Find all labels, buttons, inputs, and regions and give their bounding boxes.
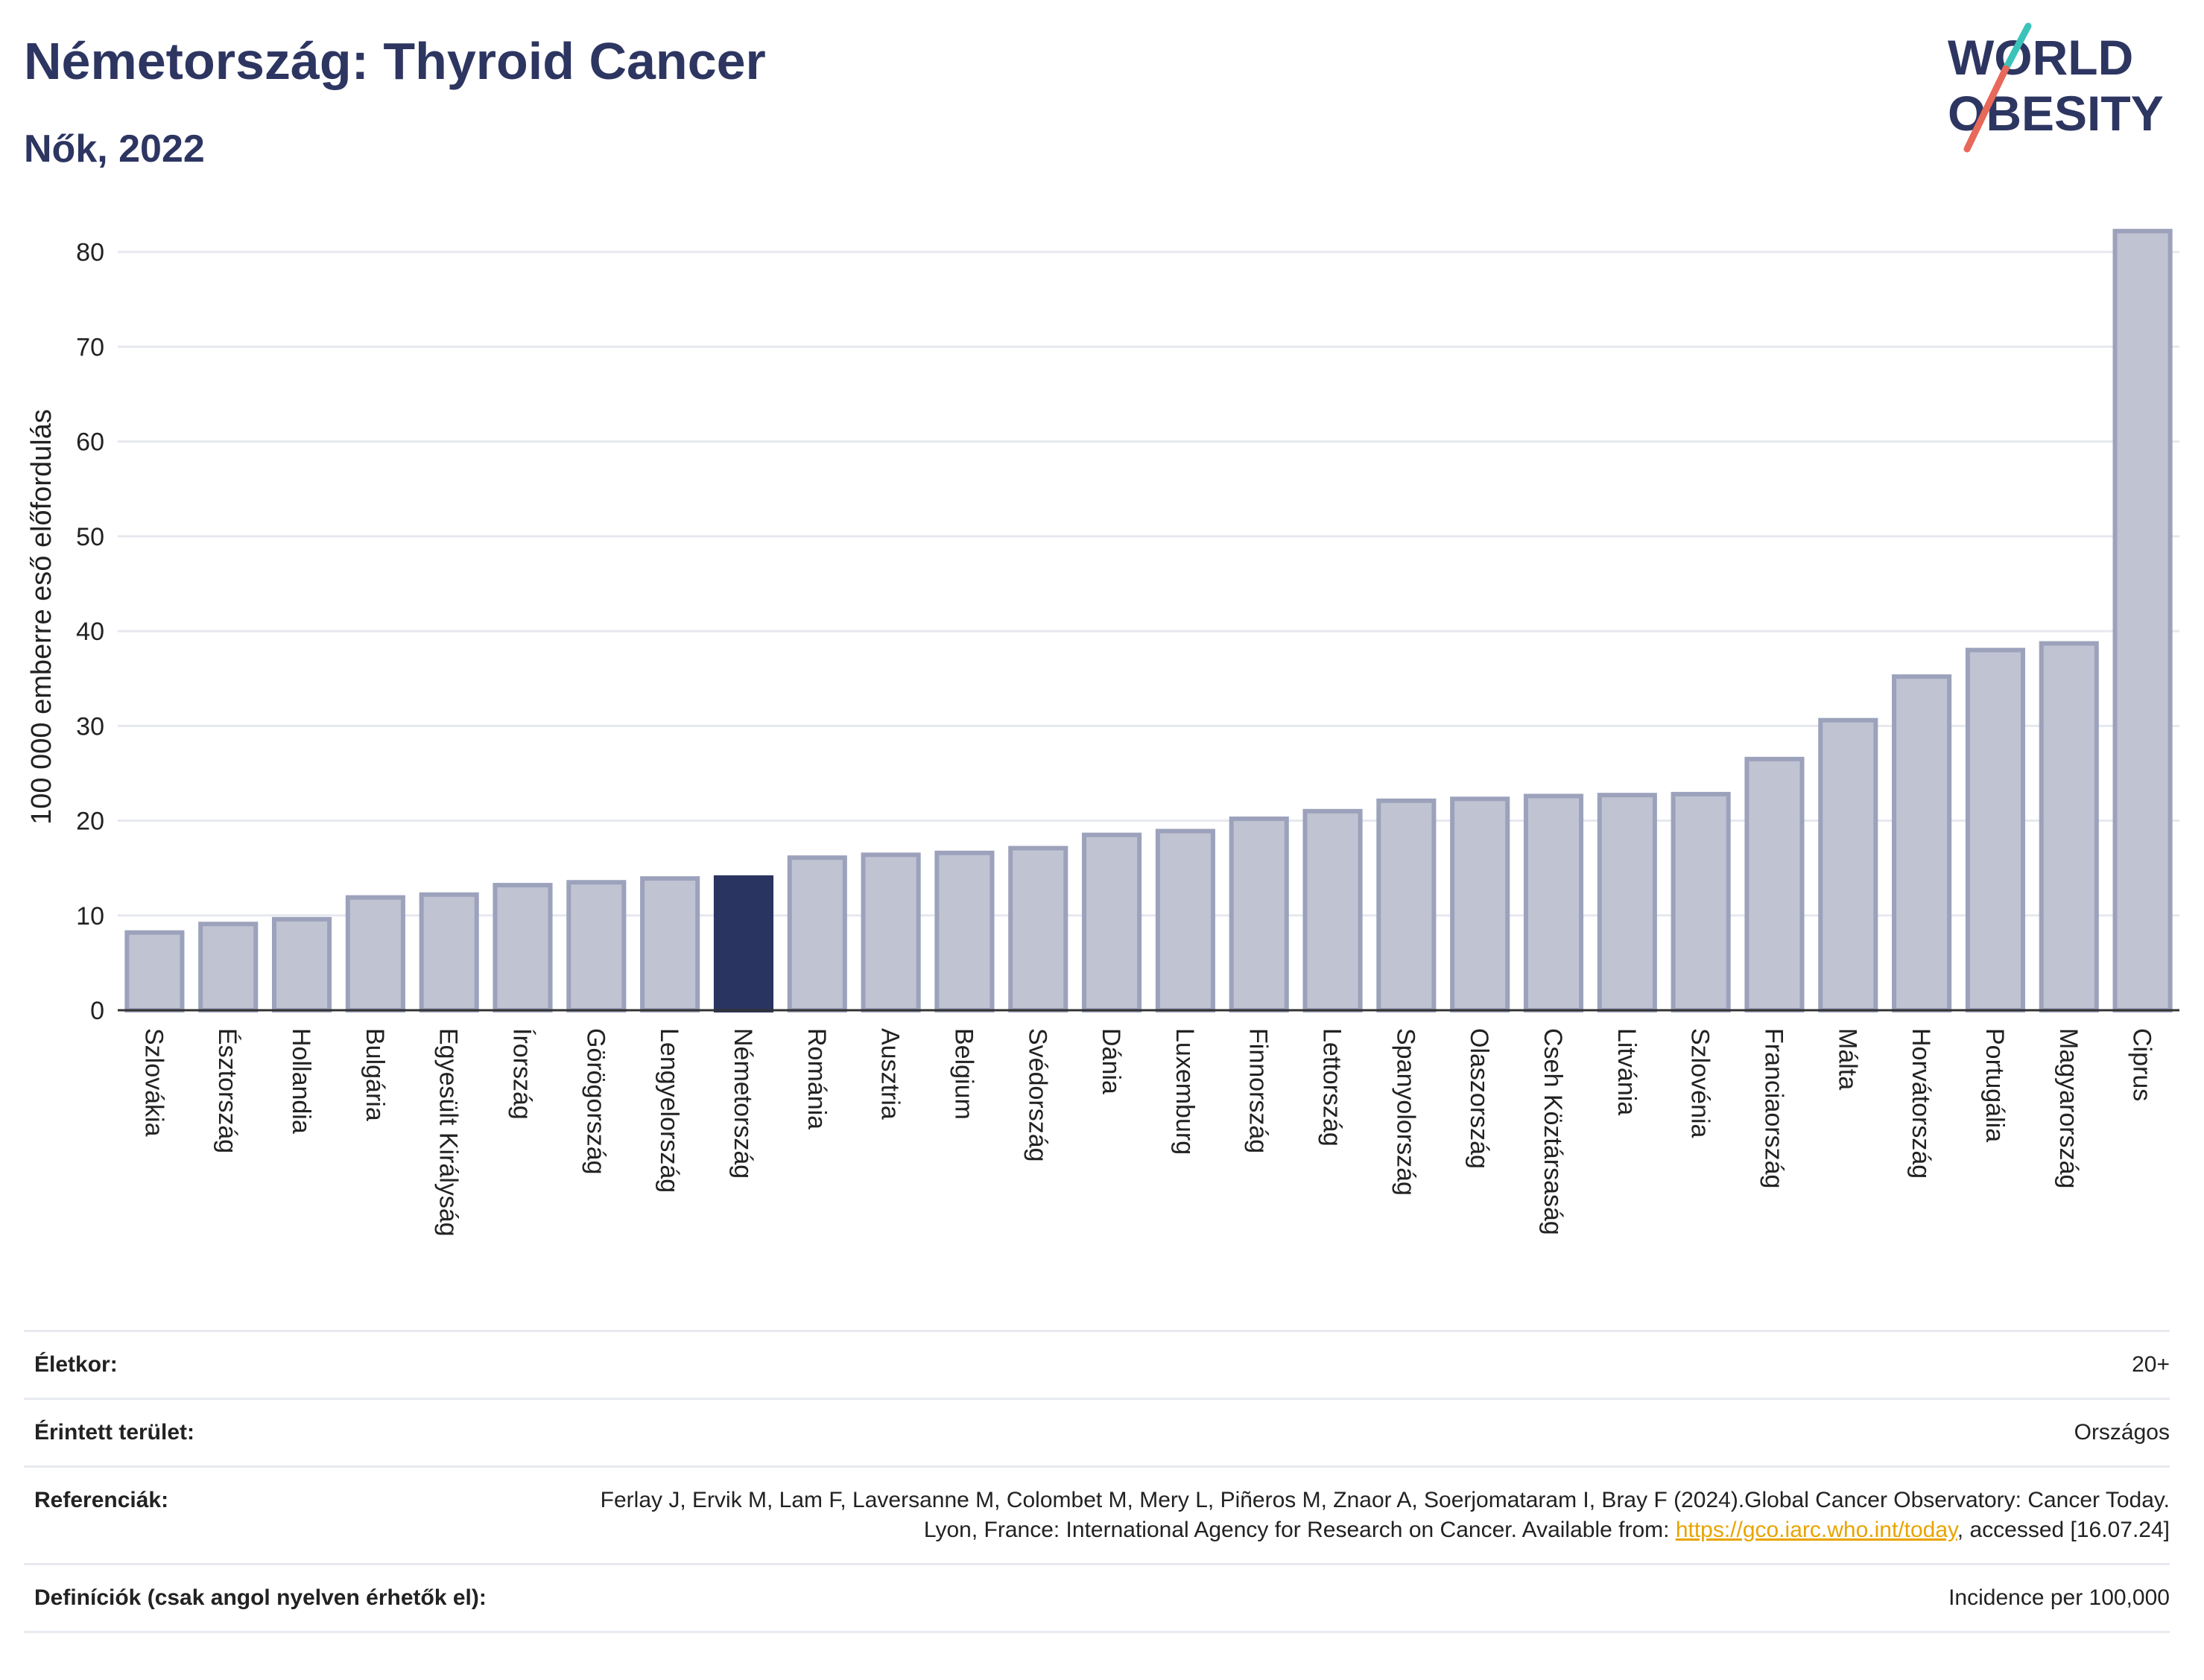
- bar: [493, 883, 553, 1013]
- bar: [1671, 791, 1731, 1013]
- x-tick-label: Írország: [508, 1028, 536, 1120]
- bar: [1597, 793, 1657, 1012]
- meta-row-references: Referenciák: Ferlay J, Ervik M, Lam F, L…: [24, 1465, 2170, 1563]
- references-text: Ferlay J, Ervik M, Lam F, Laversanne M, …: [600, 1488, 2170, 1542]
- bar: [1229, 816, 1289, 1012]
- bar: [713, 875, 774, 1012]
- y-tick-label: 10: [76, 902, 104, 931]
- bar: [1008, 846, 1068, 1013]
- bar: [1744, 756, 1805, 1012]
- bar: [1965, 647, 2026, 1012]
- area-label: Érintett terület:: [34, 1420, 195, 1445]
- y-axis-label: 100 000 emberre eső előfordulás: [26, 409, 57, 825]
- x-tick-label: Franciaország: [1759, 1028, 1787, 1188]
- y-tick-label: 80: [76, 238, 104, 267]
- x-tick-label: Hollandia: [287, 1028, 315, 1134]
- age-value: 20+: [2132, 1352, 2170, 1377]
- bar: [1450, 796, 1510, 1013]
- bar: [1523, 793, 1584, 1012]
- y-tick-label: 40: [76, 618, 104, 646]
- x-tick-label: Ausztria: [876, 1028, 905, 1120]
- x-tick-label: Finnország: [1244, 1028, 1273, 1153]
- bar: [1082, 832, 1142, 1012]
- bar: [2112, 229, 2173, 1012]
- x-tick-label: Svédország: [1023, 1028, 1051, 1162]
- bar: [1376, 798, 1437, 1012]
- x-tick-label: Egyesült Királyság: [434, 1028, 463, 1237]
- x-tick-label: Litvánia: [1612, 1028, 1641, 1115]
- bar: [345, 895, 405, 1012]
- references-accessed: , accessed [16.07.24]: [1957, 1518, 2170, 1542]
- y-tick-label: 50: [76, 523, 104, 551]
- x-tick-label: Spanyolország: [1391, 1028, 1419, 1196]
- y-tick-label: 0: [90, 997, 104, 1025]
- x-tick-label: Dánia: [1097, 1028, 1125, 1094]
- x-tick-label: Észtország: [213, 1028, 241, 1153]
- meta-row-definitions: Definíciók (csak angol nyelven érhetők e…: [24, 1563, 2170, 1633]
- x-tick-label: Málta: [1833, 1028, 1861, 1090]
- x-tick-label: Szlovákia: [139, 1028, 168, 1137]
- y-tick-label: 70: [76, 333, 104, 361]
- bar: [1155, 828, 1215, 1012]
- x-tick-label: Luxemburg: [1171, 1028, 1199, 1155]
- x-tick-label: Olaszország: [1465, 1028, 1493, 1169]
- meta-row-age: Életkor: 20+: [24, 1330, 2170, 1398]
- references-value: Ferlay J, Ervik M, Lam F, Laversanne M, …: [568, 1486, 2170, 1545]
- bar-chart: 0 10 20 30 40 50 60 70 80 100 000 emberre eső elő…: [26, 229, 2179, 1237]
- bar: [271, 916, 332, 1012]
- metadata-table: Életkor: 20+ Érintett terület: Országos …: [24, 1330, 2170, 1633]
- svg-text:WORLD: WORLD: [1948, 30, 2133, 85]
- page-subtitle: Nők, 2022: [24, 127, 205, 171]
- definitions-label: Definíciók (csak angol nyelven érhetők e…: [34, 1585, 487, 1610]
- bar: [419, 892, 479, 1013]
- area-value: Országos: [2074, 1420, 2170, 1445]
- x-tick-label: Szlovénia: [1686, 1028, 1714, 1138]
- x-tick-label: Lengyelország: [655, 1028, 683, 1193]
- x-tick-label: Portugália: [1980, 1028, 2009, 1142]
- bar: [640, 876, 700, 1013]
- references-label: Referenciák:: [34, 1488, 169, 1512]
- x-tick-label: Belgium: [949, 1028, 978, 1120]
- bar: [1892, 674, 1952, 1013]
- meta-row-area: Érintett terület: Országos: [24, 1398, 2170, 1465]
- x-tick-label: Ciprus: [2128, 1028, 2156, 1101]
- bar: [566, 880, 627, 1012]
- bar: [198, 922, 259, 1012]
- bar: [1818, 717, 1878, 1012]
- y-tick-label: 30: [76, 712, 104, 741]
- x-tick-label: Görögország: [581, 1028, 609, 1175]
- bar: [1302, 808, 1363, 1013]
- references-link[interactable]: https://gco.iarc.who.int/today: [1675, 1518, 1957, 1542]
- age-label: Életkor:: [34, 1352, 118, 1377]
- x-tick-label: Románia: [802, 1028, 831, 1129]
- y-tick-label: 20: [76, 808, 104, 836]
- bar: [861, 852, 921, 1013]
- x-tick-label: Horvátország: [1907, 1028, 1935, 1179]
- x-tick-label: Bulgária: [361, 1028, 389, 1121]
- x-tick-label: Lettország: [1318, 1028, 1346, 1147]
- x-tick-label: Cseh Köztársaság: [1539, 1028, 1567, 1235]
- definitions-value: Incidence per 100,000: [1948, 1585, 2170, 1610]
- x-tick-label: Németország: [729, 1028, 757, 1179]
- x-tick-label: Magyarország: [2054, 1028, 2083, 1188]
- bar: [2039, 641, 2099, 1012]
- world-obesity-logo: WORLD OBESITY: [1948, 22, 2164, 153]
- bar: [787, 855, 847, 1013]
- bar: [124, 930, 185, 1012]
- y-tick-label: 60: [76, 428, 104, 457]
- page-title: Németország: Thyroid Cancer: [24, 32, 766, 90]
- bar: [934, 850, 995, 1013]
